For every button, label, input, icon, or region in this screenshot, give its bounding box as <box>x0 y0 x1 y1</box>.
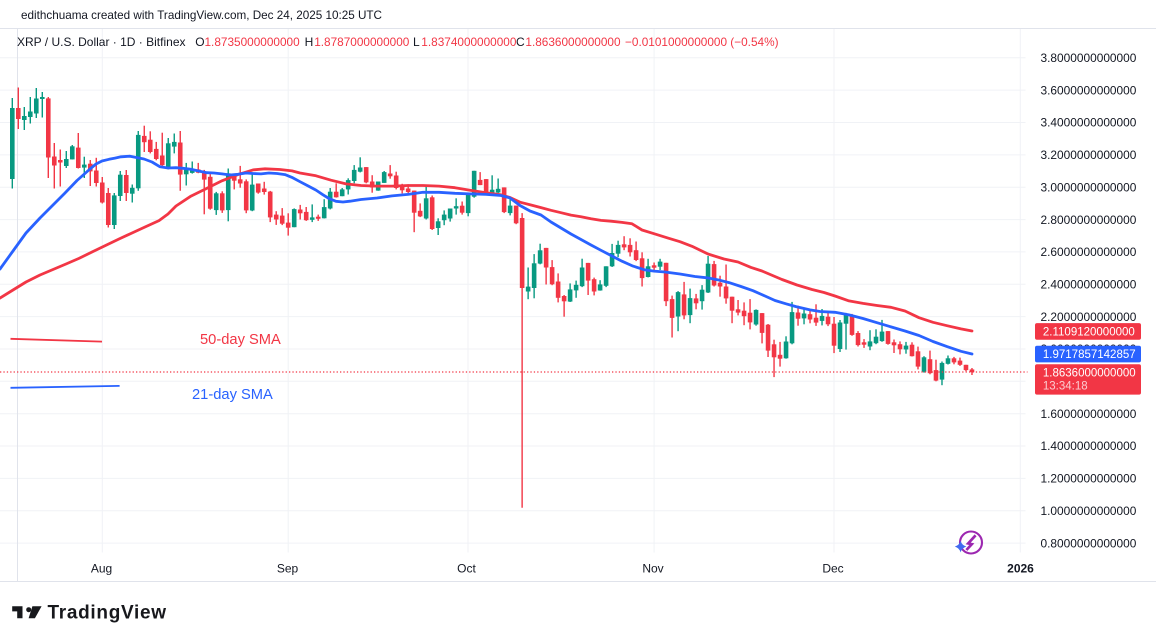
svg-text:1.4000000000000: 1.4000000000000 <box>1041 439 1137 453</box>
svg-text:Oct: Oct <box>457 562 476 576</box>
svg-text:1.2000000000000: 1.2000000000000 <box>1041 472 1137 486</box>
svg-text:TradingView: TradingView <box>48 603 167 624</box>
svg-text:3.8000000000000: 3.8000000000000 <box>1041 51 1137 65</box>
svg-text:C: C <box>516 35 525 49</box>
svg-text:3.6000000000000: 3.6000000000000 <box>1041 83 1137 97</box>
svg-text:Sep: Sep <box>277 562 299 576</box>
svg-text:Nov: Nov <box>642 562 663 576</box>
svg-text:1.6000000000000: 1.6000000000000 <box>1041 407 1137 421</box>
svg-text:3.4000000000000: 3.4000000000000 <box>1041 116 1137 130</box>
svg-text:1.8735000000000: 1.8735000000000 <box>205 35 301 49</box>
svg-text:1.8787000000000: 1.8787000000000 <box>314 35 410 49</box>
svg-text:1.8636000000000: 1.8636000000000 <box>1043 367 1136 379</box>
svg-text:−0.0101000000000 (−0.54%): −0.0101000000000 (−0.54%) <box>625 35 779 49</box>
svg-text:1.9717857142857: 1.9717857142857 <box>1043 349 1136 361</box>
svg-text:13:34:18: 13:34:18 <box>1043 380 1088 392</box>
svg-text:edithchuama created with Tradi: edithchuama created with TradingView.com… <box>21 9 382 22</box>
svg-text:H: H <box>305 35 314 49</box>
svg-text:50-day SMA: 50-day SMA <box>200 332 281 348</box>
svg-text:2.8000000000000: 2.8000000000000 <box>1041 213 1137 227</box>
svg-text:1.0000000000000: 1.0000000000000 <box>1041 504 1137 518</box>
svg-text:3.2000000000000: 3.2000000000000 <box>1041 148 1137 162</box>
svg-text:2.4000000000000: 2.4000000000000 <box>1041 278 1137 292</box>
svg-text:2.2000000000000: 2.2000000000000 <box>1041 310 1137 324</box>
svg-text:1.8636000000000: 1.8636000000000 <box>525 35 621 49</box>
svg-text:3.0000000000000: 3.0000000000000 <box>1041 180 1137 194</box>
svg-text:L: L <box>413 35 420 49</box>
svg-text:1.8374000000000: 1.8374000000000 <box>421 35 517 49</box>
svg-text:2026: 2026 <box>1007 562 1034 576</box>
svg-text:XRP / U.S. Dollar · 1D · Bitfi: XRP / U.S. Dollar · 1D · Bitfinex <box>17 35 186 49</box>
svg-text:0.8000000000000: 0.8000000000000 <box>1041 536 1137 550</box>
svg-text:Aug: Aug <box>91 562 112 576</box>
svg-text:2.6000000000000: 2.6000000000000 <box>1041 245 1137 259</box>
svg-text:2.1109120000000: 2.1109120000000 <box>1043 327 1135 339</box>
svg-text:Dec: Dec <box>822 562 843 576</box>
svg-text:O: O <box>195 35 204 49</box>
svg-text:21-day SMA: 21-day SMA <box>192 387 273 403</box>
